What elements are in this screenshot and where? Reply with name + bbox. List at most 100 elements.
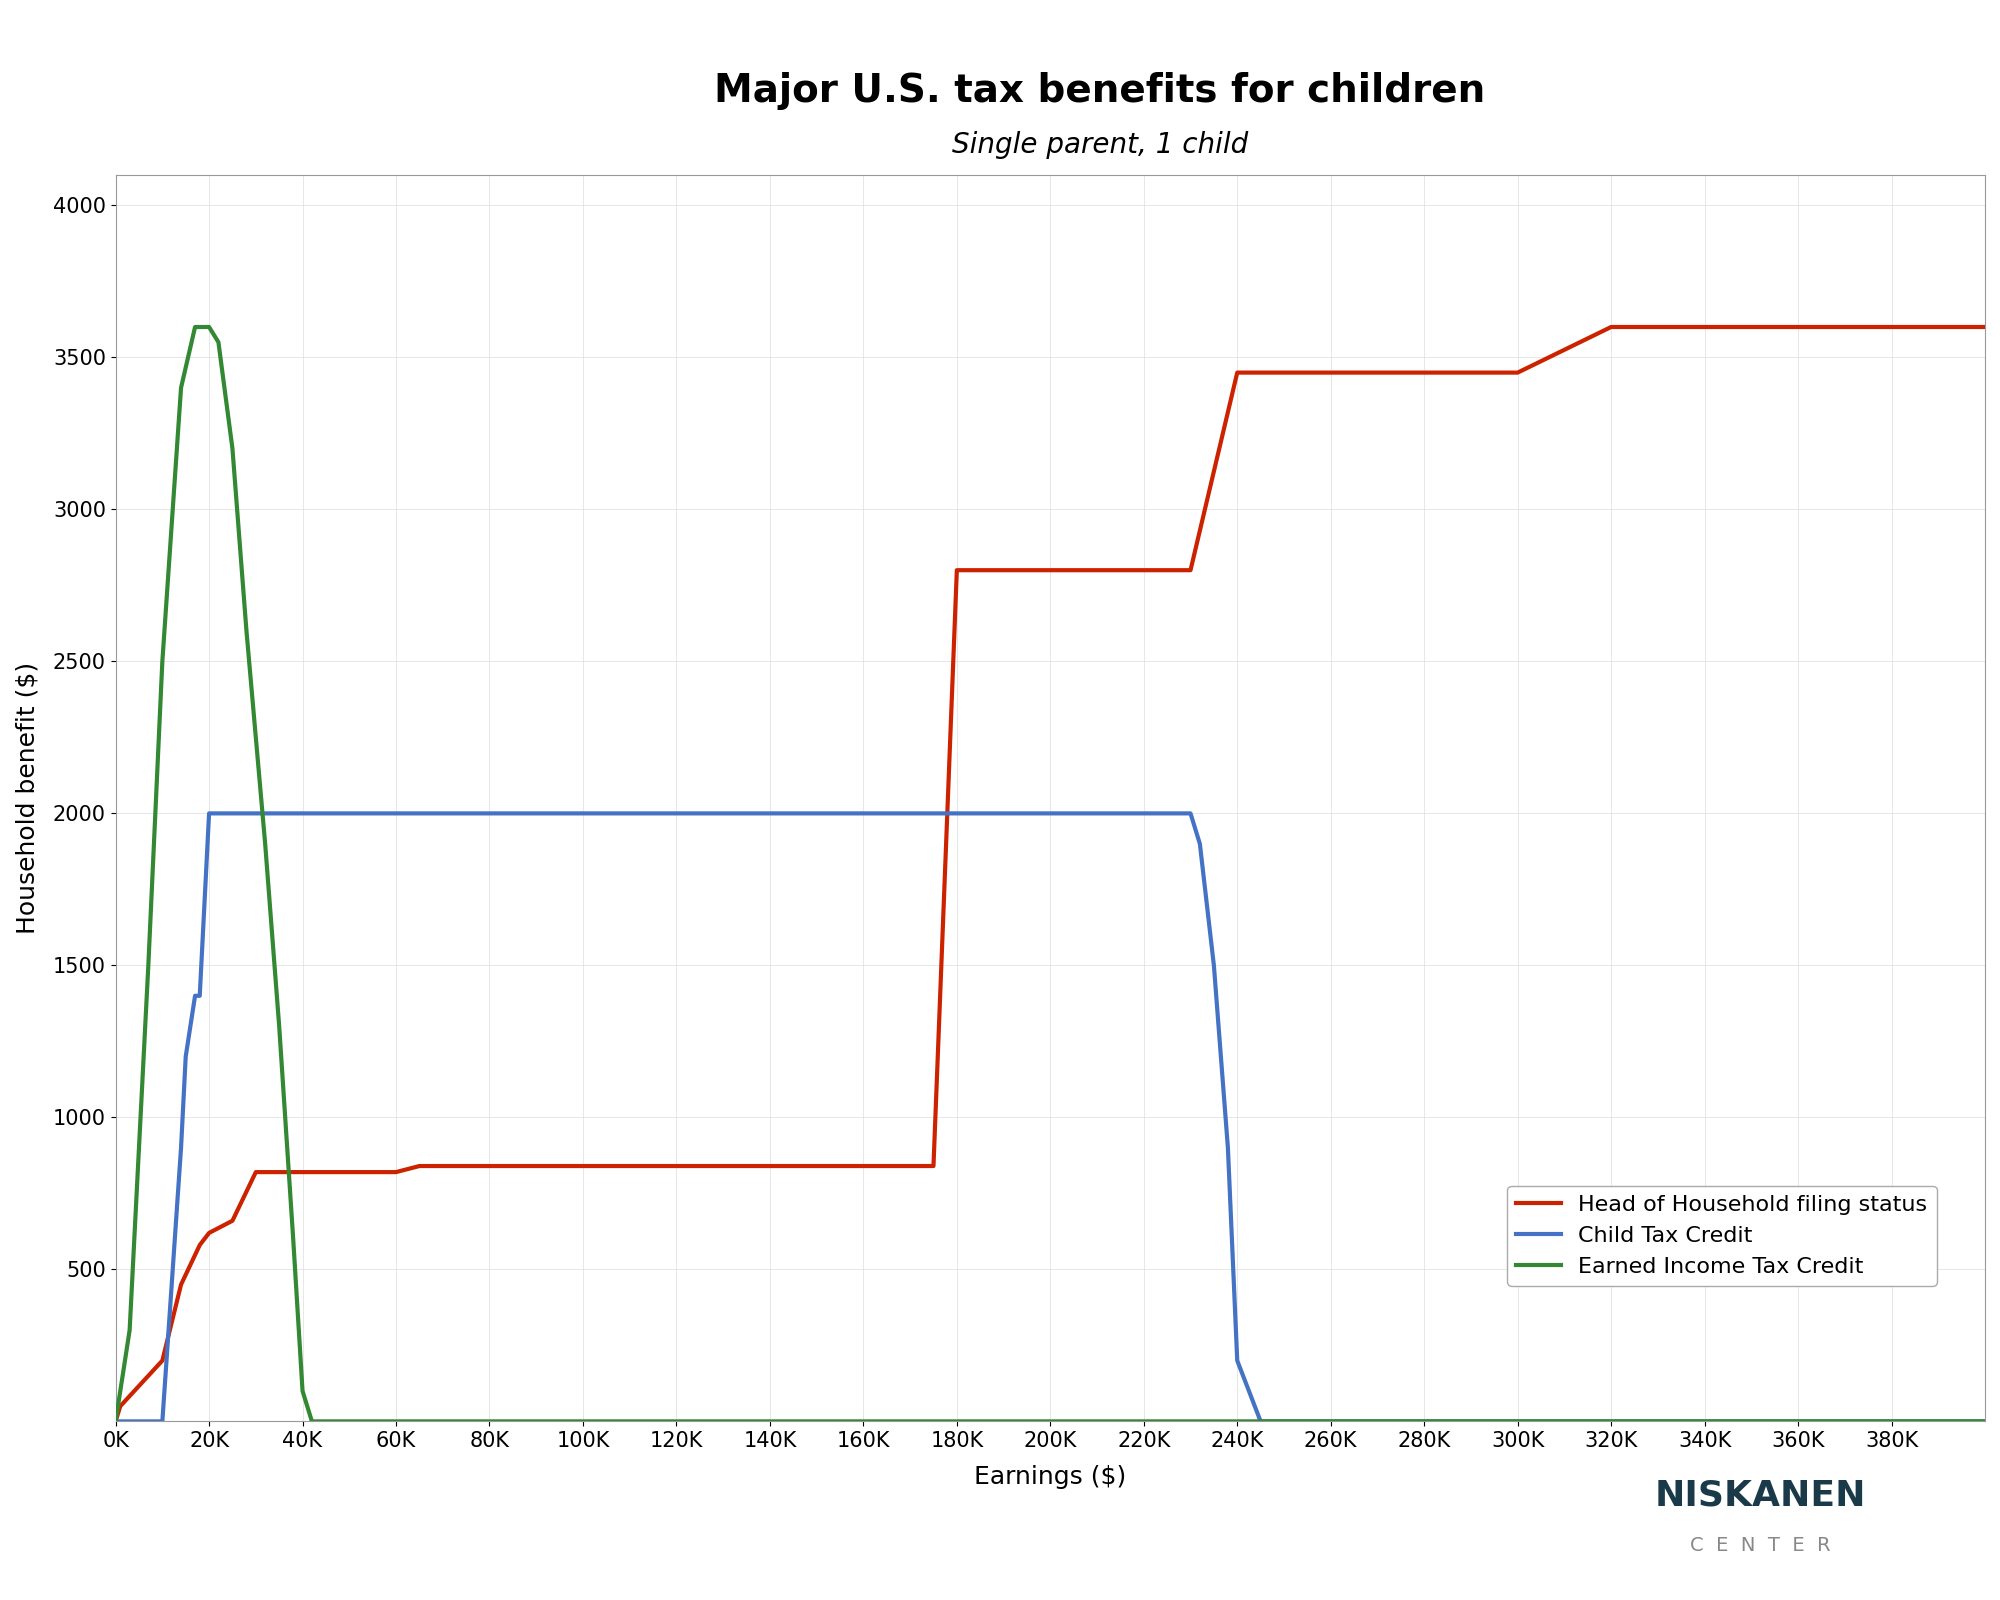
X-axis label: Earnings ($): Earnings ($) — [974, 1466, 1126, 1490]
Head of Household filing status — [758, 1157, 782, 1176]
Child Tax Credit — [1318, 1411, 1342, 1430]
Head of Household filing status — [370, 1163, 394, 1182]
Head of Household filing status — [244, 1163, 268, 1182]
Child Tax Credit — [1132, 803, 1156, 822]
Head of Household filing status — [360, 1163, 384, 1182]
Head of Household filing status — [170, 1275, 194, 1294]
Earned Income Tax Credit — [220, 438, 244, 458]
Head of Household filing status — [454, 1157, 478, 1176]
Earned Income Tax Credit — [570, 1411, 594, 1430]
Earned Income Tax Credit — [104, 1411, 128, 1430]
Head of Household filing status — [198, 1224, 222, 1243]
Child Tax Credit — [384, 803, 408, 822]
Text: NISKANEN: NISKANEN — [1654, 1478, 1866, 1512]
Head of Household filing status — [1226, 363, 1250, 382]
Child Tax Credit — [1972, 1411, 1996, 1430]
Child Tax Credit — [244, 803, 268, 822]
Earned Income Tax Credit — [136, 955, 160, 974]
Head of Household filing status — [968, 560, 992, 579]
Head of Household filing status — [290, 1163, 314, 1182]
Child Tax Credit — [664, 803, 688, 822]
Head of Household filing status — [804, 1157, 828, 1176]
Child Tax Credit — [1216, 1138, 1240, 1157]
Head of Household filing status — [150, 1350, 174, 1370]
Child Tax Credit — [1248, 1411, 1272, 1430]
Earned Income Tax Credit — [268, 1016, 292, 1035]
Head of Household filing status — [1038, 560, 1062, 579]
Child Tax Credit — [104, 1411, 128, 1430]
Y-axis label: Household benefit ($): Household benefit ($) — [16, 662, 40, 934]
Head of Household filing status — [338, 1163, 362, 1182]
Earned Income Tax Credit — [384, 1411, 408, 1430]
Earned Income Tax Credit — [290, 1381, 314, 1400]
Head of Household filing status — [1178, 560, 1202, 579]
Head of Household filing status — [1318, 363, 1342, 382]
Child Tax Credit — [758, 803, 782, 822]
Head of Household filing status — [408, 1157, 432, 1176]
Text: Major U.S. tax benefits for children: Major U.S. tax benefits for children — [714, 72, 1486, 110]
Head of Household filing status — [898, 1157, 922, 1176]
Earned Income Tax Credit — [1038, 1411, 1062, 1430]
Head of Household filing status — [1062, 560, 1086, 579]
Head of Household filing status — [268, 1163, 292, 1182]
Child Tax Credit — [1272, 1411, 1296, 1430]
Child Tax Credit — [1188, 834, 1212, 853]
Child Tax Credit — [290, 803, 314, 822]
Head of Household filing status — [1692, 317, 1716, 336]
Child Tax Credit — [220, 803, 244, 822]
Earned Income Tax Credit — [184, 317, 208, 336]
Head of Household filing status — [1412, 363, 1436, 382]
Head of Household filing status — [1132, 560, 1156, 579]
Earned Income Tax Credit — [150, 651, 174, 670]
Head of Household filing status — [1786, 317, 1810, 336]
Head of Household filing status — [108, 1397, 132, 1416]
Earned Income Tax Credit — [1972, 1411, 1996, 1430]
Head of Household filing status — [594, 1157, 618, 1176]
Earned Income Tax Credit — [206, 333, 230, 352]
Child Tax Credit — [1506, 1411, 1530, 1430]
Child Tax Credit — [1202, 955, 1226, 974]
Child Tax Credit — [852, 803, 876, 822]
Head of Household filing status — [992, 560, 1016, 579]
Child Tax Credit — [944, 803, 968, 822]
Child Tax Credit — [188, 986, 212, 1005]
Earned Income Tax Credit — [234, 621, 258, 640]
Earned Income Tax Credit — [254, 834, 278, 853]
Earned Income Tax Credit — [282, 1229, 306, 1248]
Head of Household filing status — [304, 1163, 328, 1182]
Head of Household filing status — [478, 1157, 502, 1176]
Head of Household filing status — [922, 1157, 946, 1176]
Child Tax Credit — [1412, 1411, 1436, 1430]
Head of Household filing status — [1972, 317, 1996, 336]
Line: Child Tax Credit: Child Tax Credit — [116, 813, 1984, 1421]
Line: Earned Income Tax Credit: Earned Income Tax Credit — [116, 326, 1984, 1421]
Text: C  E  N  T  E  R: C E N T E R — [1690, 1536, 1830, 1555]
Child Tax Credit — [478, 803, 502, 822]
Head of Household filing status — [954, 560, 978, 579]
Head of Household filing status — [220, 1211, 244, 1230]
Earned Income Tax Credit — [304, 1411, 328, 1430]
Head of Household filing status — [852, 1157, 876, 1176]
Head of Household filing status — [618, 1157, 642, 1176]
Child Tax Credit — [1226, 1350, 1250, 1370]
Head of Household filing status — [944, 560, 968, 579]
Head of Household filing status — [712, 1157, 736, 1176]
Head of Household filing status — [524, 1157, 548, 1176]
Child Tax Credit — [1038, 803, 1062, 822]
Earned Income Tax Credit — [338, 1411, 362, 1430]
Head of Household filing status — [1086, 560, 1110, 579]
Head of Household filing status — [430, 1157, 454, 1176]
Line: Head of Household filing status: Head of Household filing status — [116, 326, 1984, 1421]
Child Tax Credit — [150, 1411, 174, 1430]
Head of Household filing status — [188, 1235, 212, 1254]
Head of Household filing status — [570, 1157, 594, 1176]
Earned Income Tax Credit — [198, 317, 222, 336]
Head of Household filing status — [1880, 317, 1904, 336]
Child Tax Credit — [570, 803, 594, 822]
Head of Household filing status — [1108, 560, 1132, 579]
Head of Household filing status — [384, 1163, 408, 1182]
Child Tax Credit — [1178, 803, 1202, 822]
Child Tax Credit — [184, 986, 208, 1005]
Child Tax Credit — [170, 1138, 194, 1157]
Legend: Head of Household filing status, Child Tax Credit, Earned Income Tax Credit: Head of Household filing status, Child T… — [1508, 1186, 1936, 1286]
